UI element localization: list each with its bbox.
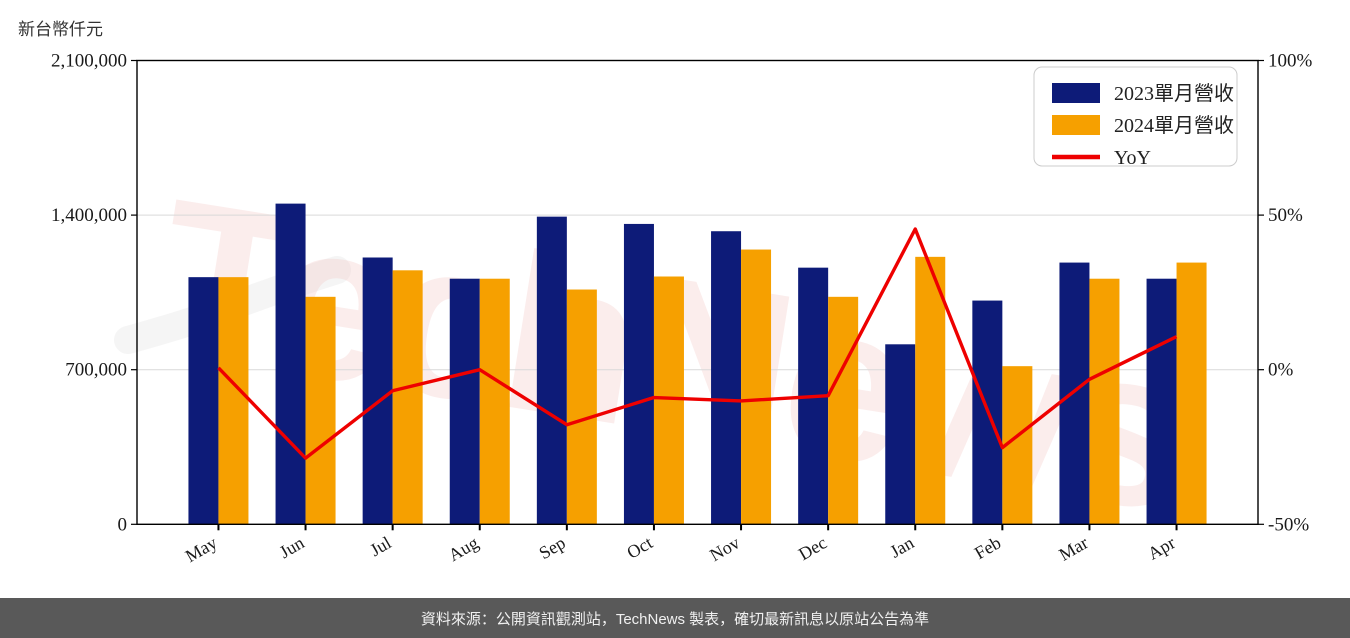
svg-text:50%: 50% — [1268, 205, 1303, 226]
svg-text:Aug: Aug — [445, 532, 482, 565]
svg-text:Sep: Sep — [535, 532, 568, 563]
svg-text:0%: 0% — [1268, 360, 1294, 381]
svg-text:May: May — [182, 532, 221, 566]
svg-text:-50%: -50% — [1268, 514, 1309, 535]
svg-text:Jan: Jan — [886, 532, 917, 561]
svg-text:Feb: Feb — [971, 532, 1004, 563]
svg-text:YoY: YoY — [1114, 147, 1151, 169]
svg-text:2,100,000: 2,100,000 — [51, 51, 127, 72]
svg-text:Dec: Dec — [795, 532, 830, 564]
svg-text:Jul: Jul — [366, 532, 394, 560]
svg-text:Nov: Nov — [706, 532, 743, 565]
svg-text:Jun: Jun — [276, 532, 308, 562]
svg-text:Oct: Oct — [623, 532, 656, 562]
svg-text:0: 0 — [118, 514, 128, 535]
svg-text:2024單月營收: 2024單月營收 — [1114, 114, 1234, 137]
svg-text:100%: 100% — [1268, 51, 1313, 72]
svg-text:1,400,000: 1,400,000 — [51, 205, 127, 226]
svg-text:2023單月營收: 2023單月營收 — [1114, 82, 1234, 105]
svg-text:700,000: 700,000 — [65, 360, 127, 381]
